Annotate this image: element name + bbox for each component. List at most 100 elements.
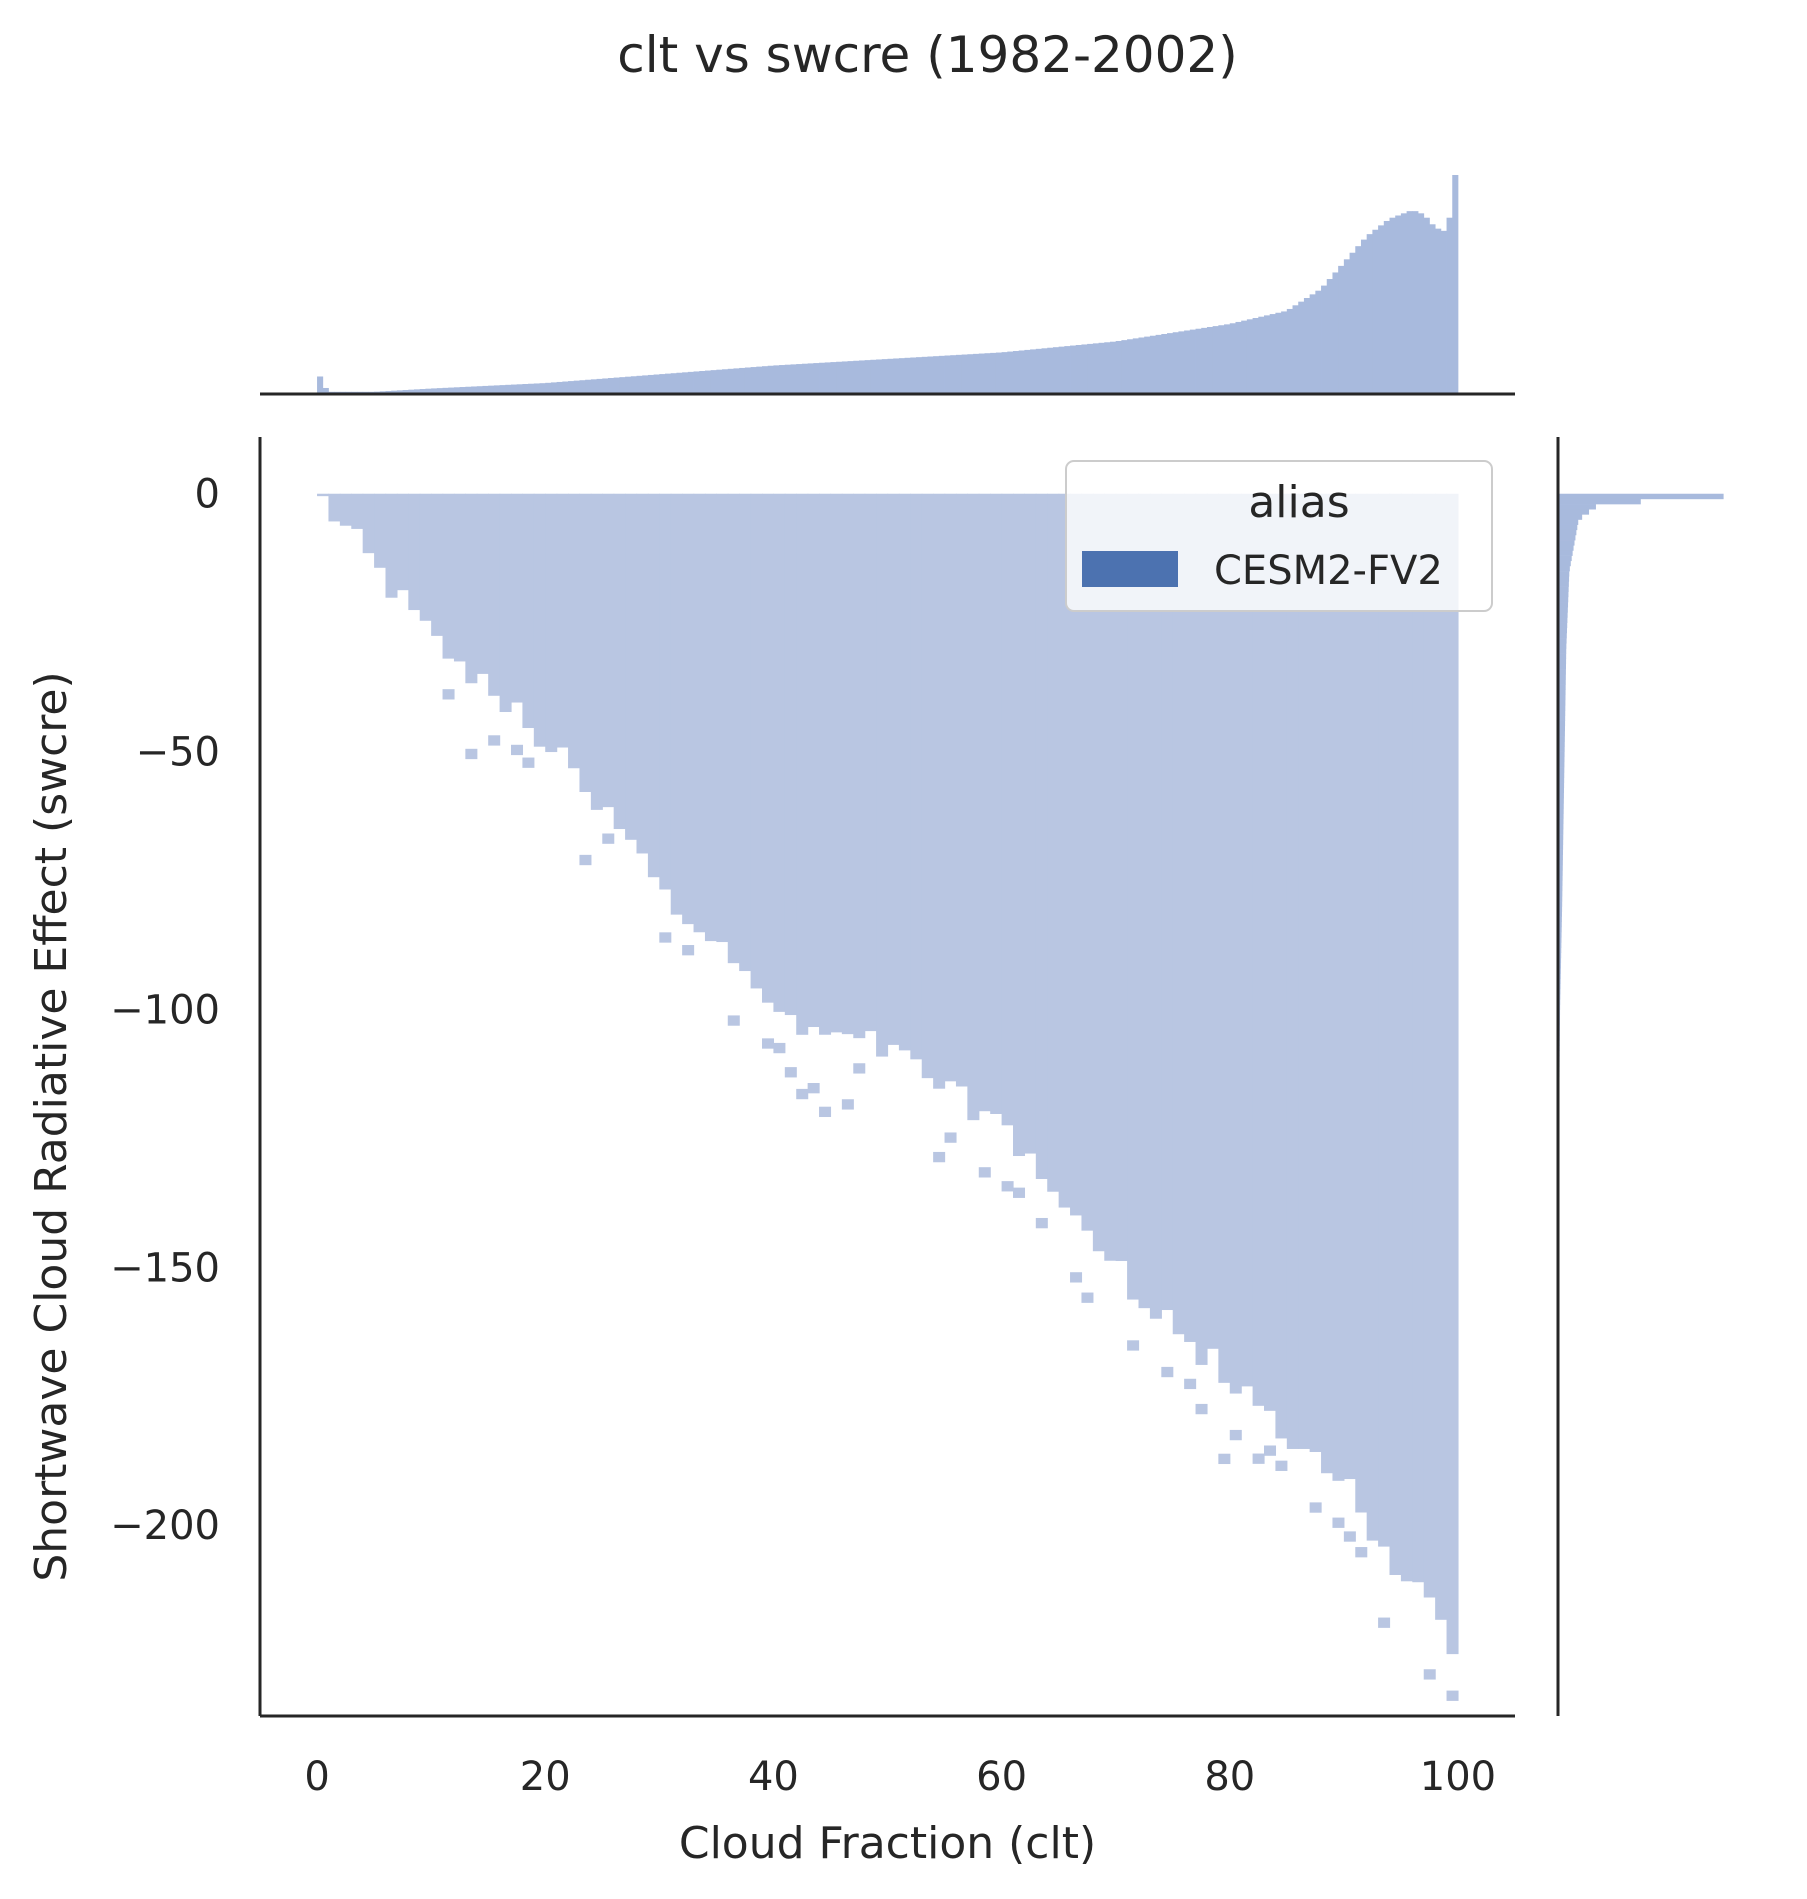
heatmap-column: [659, 493, 672, 890]
marginal-y-bar: [1558, 895, 1563, 902]
marginal-x-bar: [465, 386, 472, 394]
heatmap-column: [488, 493, 501, 696]
x-tick-label: 0: [304, 1754, 329, 1800]
heatmap-column: [1104, 493, 1117, 1261]
marginal-y-bar: [1558, 957, 1562, 964]
heatmap-column: [408, 493, 421, 611]
marginal-y-bar: [1558, 782, 1565, 788]
heatmap-cell: [1070, 1272, 1083, 1283]
heatmap-column: [1206, 493, 1219, 1349]
heatmap-column: [351, 493, 364, 529]
heatmap-column: [1366, 493, 1379, 1541]
heatmap-column: [1275, 493, 1288, 1439]
heatmap-cell: [1252, 1453, 1265, 1464]
marginal-x-bar: [904, 357, 911, 394]
heatmap-cell: [1184, 1378, 1197, 1390]
heatmap-cell: [1343, 1531, 1356, 1542]
marginal-y-bar: [1558, 767, 1565, 773]
marginal-y-bar: [1558, 803, 1564, 809]
heatmap-column: [1378, 493, 1391, 1547]
heatmap-column: [374, 493, 387, 568]
heatmap-column: [1264, 493, 1277, 1411]
marginal-x-bar: [1326, 279, 1333, 394]
marginal-y-bar: [1558, 663, 1566, 670]
heatmap-cell: [1446, 1690, 1459, 1701]
marginal-x-bar: [1149, 335, 1157, 394]
y-tick-label: −100: [110, 987, 220, 1033]
marginal-x-bar: [1389, 217, 1396, 394]
marginal-y-bar: [1558, 576, 1570, 582]
marginal-x-bar: [1258, 316, 1265, 394]
x-tick-label: 80: [1204, 1754, 1255, 1800]
marginal-x-bar: [459, 387, 466, 394]
heatmap-column: [933, 493, 946, 1089]
heatmap-column: [1412, 493, 1425, 1583]
marginal-y-bar: [1558, 612, 1568, 618]
heatmap-cell: [944, 1132, 957, 1143]
marginal-x-bar: [864, 360, 871, 394]
marginal-x-histogram: [260, 175, 1515, 396]
marginal-x-bar: [1241, 320, 1248, 394]
marginal-y-bar: [1558, 911, 1562, 917]
heatmap-column: [1161, 493, 1174, 1311]
marginal-x-bar: [642, 375, 649, 394]
marginal-x-bar: [1109, 341, 1117, 394]
marginal-x-bar: [1212, 326, 1219, 394]
marginal-x-bar: [590, 379, 597, 394]
marginal-x-bar: [682, 372, 689, 394]
marginal-x-bar: [1047, 347, 1054, 394]
marginal-y-bar: [1558, 725, 1565, 732]
marginal-x-bar: [739, 367, 746, 394]
heatmap-column: [1184, 493, 1197, 1342]
marginal-x-bar: [756, 366, 763, 394]
heatmap-column: [830, 493, 843, 1033]
marginal-x-bar: [1075, 344, 1082, 394]
heatmap-column: [1400, 493, 1413, 1582]
marginal-y-bar: [1558, 591, 1569, 598]
marginal-x-bar: [916, 357, 923, 394]
heatmap-cell: [933, 1151, 946, 1163]
heatmap-column: [1343, 493, 1356, 1480]
marginal-x-bar: [539, 383, 546, 394]
marginal-x-bar: [978, 353, 985, 394]
marginal-y-bar: [1558, 700, 1566, 706]
marginal-x-bar: [1383, 220, 1390, 394]
marginal-y-bar: [1558, 885, 1563, 892]
marginal-x-bar: [921, 356, 928, 394]
marginal-x-bar: [1121, 340, 1128, 394]
marginal-y-bar: [1558, 849, 1564, 856]
marginal-y-bar: [1558, 906, 1563, 912]
marginal-x-bar: [408, 389, 415, 394]
heatmap-column: [1241, 493, 1254, 1387]
marginal-x-bar: [933, 356, 940, 394]
marginal-y-bar: [1558, 493, 1724, 500]
marginal-x-bar: [505, 384, 512, 394]
marginal-y-bar: [1558, 648, 1567, 654]
heatmap-column: [1115, 493, 1128, 1262]
marginal-x-bar: [1446, 217, 1453, 394]
marginal-x-bar: [636, 375, 643, 394]
marginal-x-bar: [653, 374, 660, 394]
marginal-x-bar: [1412, 211, 1419, 394]
heatmap-cell: [978, 1167, 991, 1178]
marginal-y-bar: [1558, 761, 1565, 768]
heatmap-column: [636, 493, 649, 854]
marginal-x-bar: [898, 358, 906, 394]
heatmap-column: [1138, 493, 1151, 1309]
marginal-y-bar: [1558, 596, 1569, 603]
marginal-y-bar: [1558, 514, 1583, 520]
marginal-y-bar: [1558, 787, 1565, 794]
heatmap-cell: [682, 945, 695, 956]
marginal-y-bar: [1558, 632, 1567, 639]
marginal-y-bar: [1558, 921, 1562, 928]
marginal-x-bar: [448, 387, 455, 394]
marginal-x-bar: [442, 387, 449, 394]
marginal-x-bar: [716, 369, 723, 394]
marginal-x-bar: [522, 384, 529, 394]
marginal-x-bar: [733, 368, 740, 394]
marginal-y-bar: [1558, 560, 1571, 567]
marginal-x-bar: [482, 385, 489, 394]
marginal-x-bar: [1167, 333, 1174, 394]
marginal-x-bar: [511, 384, 518, 394]
marginal-x-bar: [938, 355, 945, 394]
